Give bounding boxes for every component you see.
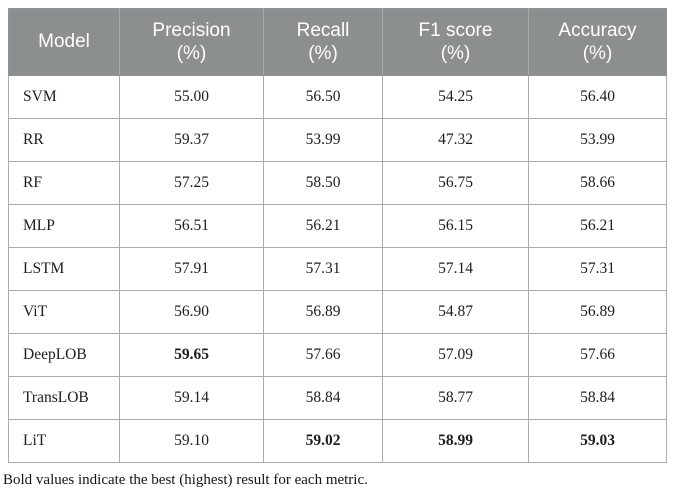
recall-value-cell: 58.84 <box>263 376 383 420</box>
model-name-cell: LiT <box>8 419 120 463</box>
table-row-lstm: LSTM 57.91 57.31 57.14 57.31 <box>8 247 667 291</box>
model-name-cell: MLP <box>8 204 120 248</box>
accuracy-value-cell: 57.31 <box>528 247 667 291</box>
column-header-recall: Recall (%) <box>263 8 383 76</box>
model-name-cell: TransLOB <box>8 376 120 420</box>
accuracy-value-cell: 58.66 <box>528 161 667 205</box>
precision-value-cell: 59.10 <box>119 419 264 463</box>
recall-value-cell: 57.31 <box>263 247 383 291</box>
precision-value-cell: 59.65 <box>119 333 264 377</box>
recall-value-cell: 59.02 <box>263 419 383 463</box>
column-header-accuracy: Accuracy (%) <box>528 8 667 76</box>
recall-value-cell: 56.21 <box>263 204 383 248</box>
model-name-cell: SVM <box>8 75 120 119</box>
precision-value-cell: 59.14 <box>119 376 264 420</box>
table-header-row: Model Precision (%) Recall (%) F1 score … <box>8 8 667 76</box>
f1-value-cell: 54.25 <box>382 75 529 119</box>
table-row-deeplob: DeepLOB 59.65 57.66 57.09 57.66 <box>8 333 667 377</box>
table-row-lit: LiT 59.10 59.02 58.99 59.03 <box>8 419 667 463</box>
precision-value-cell: 55.00 <box>119 75 264 119</box>
column-header-precision: Precision (%) <box>119 8 264 76</box>
f1-value-cell: 58.99 <box>382 419 529 463</box>
recall-value-cell: 58.50 <box>263 161 383 205</box>
accuracy-value-cell: 59.03 <box>528 419 667 463</box>
accuracy-value-cell: 56.40 <box>528 75 667 119</box>
table-row-mlp: MLP 56.51 56.21 56.15 56.21 <box>8 204 667 248</box>
f1-value-cell: 47.32 <box>382 118 529 162</box>
model-name-cell: DeepLOB <box>8 333 120 377</box>
model-name-cell: RF <box>8 161 120 205</box>
results-table: Model Precision (%) Recall (%) F1 score … <box>8 8 667 463</box>
precision-value-cell: 56.51 <box>119 204 264 248</box>
table-row-svm: SVM 55.00 56.50 54.25 56.40 <box>8 75 667 119</box>
recall-value-cell: 56.89 <box>263 290 383 334</box>
recall-value-cell: 53.99 <box>263 118 383 162</box>
precision-value-cell: 56.90 <box>119 290 264 334</box>
column-header-model: Model <box>8 8 120 76</box>
accuracy-value-cell: 53.99 <box>528 118 667 162</box>
accuracy-value-cell: 56.89 <box>528 290 667 334</box>
f1-value-cell: 57.14 <box>382 247 529 291</box>
table-row-rf: RF 57.25 58.50 56.75 58.66 <box>8 161 667 205</box>
f1-value-cell: 56.15 <box>382 204 529 248</box>
table-row-translob: TransLOB 59.14 58.84 58.77 58.84 <box>8 376 667 420</box>
precision-value-cell: 57.91 <box>119 247 264 291</box>
precision-value-cell: 57.25 <box>119 161 264 205</box>
table-footnote: Bold values indicate the best (highest) … <box>3 472 368 488</box>
model-name-cell: ViT <box>8 290 120 334</box>
f1-value-cell: 54.87 <box>382 290 529 334</box>
accuracy-value-cell: 57.66 <box>528 333 667 377</box>
accuracy-value-cell: 58.84 <box>528 376 667 420</box>
recall-value-cell: 56.50 <box>263 75 383 119</box>
table-row-rr: RR 59.37 53.99 47.32 53.99 <box>8 118 667 162</box>
accuracy-value-cell: 56.21 <box>528 204 667 248</box>
recall-value-cell: 57.66 <box>263 333 383 377</box>
model-name-cell: LSTM <box>8 247 120 291</box>
f1-value-cell: 56.75 <box>382 161 529 205</box>
model-name-cell: RR <box>8 118 120 162</box>
table-row-vit: ViT 56.90 56.89 54.87 56.89 <box>8 290 667 334</box>
f1-value-cell: 58.77 <box>382 376 529 420</box>
precision-value-cell: 59.37 <box>119 118 264 162</box>
column-header-f1-score: F1 score (%) <box>382 8 529 76</box>
f1-value-cell: 57.09 <box>382 333 529 377</box>
